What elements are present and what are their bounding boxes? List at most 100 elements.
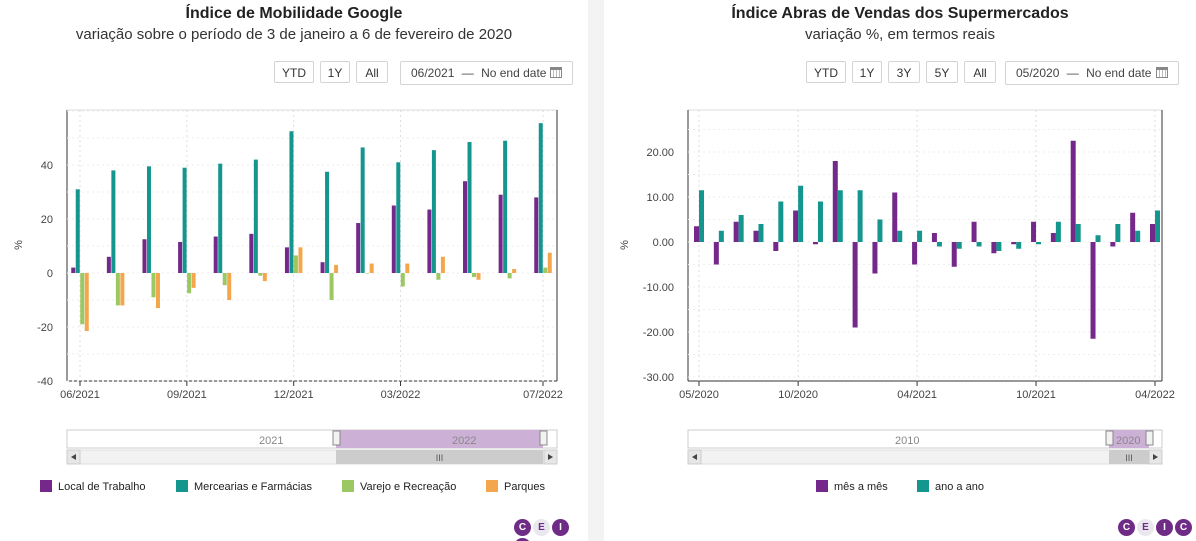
bar-ano-a-ano (936, 242, 942, 247)
legend-item-parques[interactable]: Parques (486, 480, 545, 494)
bar-parques (334, 264, 339, 273)
range-1y-button[interactable]: 1Y (852, 61, 882, 83)
range-all-button[interactable]: All (356, 61, 388, 83)
date-from: 06/2021 (411, 66, 455, 80)
logo-letter: C (514, 519, 531, 536)
legend-swatch (486, 480, 498, 492)
bar-local-de-trabalho (71, 267, 76, 273)
date-range-picker[interactable]: 05/2020 — No end date (1005, 61, 1179, 85)
arrow-left-icon (692, 454, 697, 460)
date-range-picker[interactable]: 06/2021 — No end date (400, 61, 573, 85)
bar-ano-a-ano (897, 230, 903, 242)
bar-parques (227, 273, 232, 300)
bar-local-de-trabalho (534, 197, 539, 273)
bar-m-s-a-m-s (872, 242, 878, 274)
bar-local-de-trabalho (463, 181, 468, 273)
y-axis-label: % (13, 240, 25, 250)
bar-m-s-a-m-s (733, 221, 739, 242)
bar-mercearias-e-farm-cias (503, 140, 508, 273)
bar-ano-a-ano (718, 230, 724, 242)
range-1y-button[interactable]: 1Y (320, 61, 350, 83)
bar-ano-a-ano (1036, 242, 1042, 245)
range-ytd-button[interactable]: YTD (806, 61, 846, 83)
scrollbar-track[interactable] (687, 449, 1163, 465)
bar-m-s-a-m-s (991, 242, 997, 254)
bar-varejo-e-recrea-o (80, 273, 85, 325)
x-tick-label: 04/2022 (1135, 389, 1175, 401)
legend-item-mes-a-mes[interactable]: mês a mês (816, 480, 888, 494)
y-tick-label: -10.00 (643, 282, 674, 294)
bar-parques (440, 256, 445, 273)
y-axis-label: % (619, 240, 631, 250)
bar-m-s-a-m-s (793, 210, 799, 242)
arrow-left-icon (71, 454, 76, 460)
supermarket-bar-chart: -30.00 -20.00 -10.00 0.00 10.00 20.00% 05/2020… (619, 109, 1175, 465)
bar-m-s-a-m-s (1031, 221, 1037, 242)
bar-parques (512, 268, 517, 273)
bar-mercearias-e-farm-cias (467, 142, 472, 273)
chart-title: Índice de Mobilidade Google (185, 5, 403, 22)
bar-m-s-a-m-s (753, 230, 759, 242)
bar-m-s-a-m-s (1050, 233, 1056, 242)
y-tick-label: 20.00 (646, 147, 674, 159)
scrollbar-thumb[interactable] (1109, 450, 1149, 464)
bar-local-de-trabalho (213, 236, 218, 273)
bar-ano-a-ano (976, 242, 982, 247)
bar-ano-a-ano (877, 219, 883, 242)
legend-item-ano-a-ano[interactable]: ano a ano (917, 480, 984, 494)
legend-label: ano a ano (935, 481, 984, 493)
chart-subtitle: variação sobre o período de 3 de janeiro… (75, 26, 513, 43)
legend-swatch (176, 480, 188, 492)
bar-ano-a-ano (956, 242, 962, 249)
date-separator: — (461, 66, 474, 80)
bar-parques (120, 273, 125, 306)
bar-ano-a-ano (738, 215, 744, 242)
navigator-year-label: 2021 (259, 435, 283, 447)
bar-mercearias-e-farm-cias (218, 163, 223, 273)
navigator-left-handle[interactable] (1105, 430, 1114, 446)
bar-m-s-a-m-s (1150, 224, 1155, 242)
bar-local-de-trabalho (391, 205, 396, 273)
bar-varejo-e-recrea-o (222, 273, 227, 286)
range-5y-button[interactable]: 5Y (926, 61, 958, 83)
navigator-left-handle[interactable] (332, 430, 341, 446)
bar-m-s-a-m-s (1110, 242, 1116, 247)
legend-item-mercearias[interactable]: Mercearias e Farmácias (176, 480, 312, 494)
arrow-right-icon (548, 454, 553, 460)
chart-title: Índice Abras de Vendas dos Supermercados (731, 5, 1069, 22)
bar-local-de-trabalho (142, 239, 147, 273)
logo-letter: I (1156, 519, 1173, 536)
bar-varejo-e-recrea-o (115, 273, 120, 306)
bar-ano-a-ano (996, 242, 1002, 251)
navigator-track (687, 429, 1163, 449)
navigator-right-handle[interactable] (1145, 430, 1154, 446)
calendar-icon[interactable] (1156, 67, 1168, 78)
legend-swatch (917, 480, 929, 492)
bar-local-de-trabalho (284, 247, 289, 273)
bar-varejo-e-recrea-o (400, 273, 405, 287)
scrollbar-thumb[interactable] (336, 450, 543, 464)
range-ytd-button[interactable]: YTD (274, 61, 314, 83)
range-all-button[interactable]: All (964, 61, 996, 83)
bar-m-s-a-m-s (773, 242, 779, 251)
y-tick-label: 20 (41, 214, 53, 226)
bar-parques (155, 273, 160, 309)
bar-m-s-a-m-s (892, 192, 898, 242)
navigator-right-handle[interactable] (539, 430, 548, 446)
bar-ano-a-ano (837, 190, 843, 242)
calendar-icon[interactable] (550, 67, 562, 78)
bar-mercearias-e-farm-cias (146, 166, 151, 273)
bar-varejo-e-recrea-o (436, 273, 441, 280)
range-3y-button[interactable]: 3Y (888, 61, 920, 83)
navigator-selection (1109, 430, 1149, 448)
legend-item-local-de-trabalho[interactable]: Local de Trabalho (40, 480, 145, 494)
legend-label: Parques (504, 481, 545, 493)
x-tick-label: 04/2021 (897, 389, 937, 401)
bar-ano-a-ano (778, 201, 784, 242)
bar-m-s-a-m-s (1090, 242, 1096, 339)
bar-parques (84, 273, 89, 332)
bar-mercearias-e-farm-cias (111, 170, 116, 273)
bar-ano-a-ano (1095, 235, 1101, 242)
legend-item-varejo[interactable]: Varejo e Recreação (342, 480, 456, 494)
bar-mercearias-e-farm-cias (75, 189, 80, 273)
